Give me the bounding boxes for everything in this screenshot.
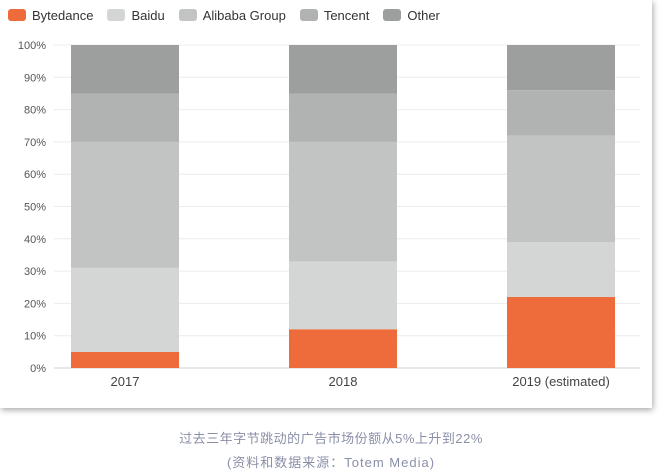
y-tick-label: 60% [24,169,46,181]
bar-segment-bytedance [507,296,615,368]
y-tick-label: 70% [24,137,46,149]
legend-swatch [178,9,197,21]
bar-segment-baidu [289,261,397,330]
bar-segment-other [71,45,179,94]
bar-segment-bytedance [71,351,179,368]
x-tick-label: 2019 (estimated) [512,374,610,389]
chart-legend: Bytedance Baidu Alibaba Group Tencent Other [8,6,440,24]
bar-segment-bytedance [289,329,397,368]
y-tick-label: 80% [24,105,46,117]
bar-segment-alibaba-group [507,135,615,243]
legend-label: Other [407,7,440,23]
bar-segment-other [507,45,615,91]
legend-swatch [383,9,402,21]
y-tick-label: 10% [24,331,46,343]
legend-swatch [299,9,318,21]
y-tick-label: 90% [24,72,46,84]
bar-segment-tencent [507,90,615,136]
legend-item: Bytedance [8,8,93,23]
legend-item: Alibaba Group [178,7,286,23]
legend-item: Other [383,8,440,23]
caption-title: 过去三年字节跳动的广告市场份额从5%上升到22% [179,431,483,446]
y-tick-label: 100% [18,40,46,52]
stacked-bar-chart: 0% 10% 20% 30% 40% 50% 60% 70% 80% 90% 100% 2017 201… [18,40,640,389]
legend-item: Tencent [299,7,370,23]
bar-segment-tencent [71,93,179,142]
legend-label: Bytedance [32,7,94,23]
chart-card: Bytedance Baidu Alibaba Group Tencent Other … [8,6,640,389]
legend-item: Baidu [107,7,165,23]
x-tick-label: 2018 [329,374,358,389]
bar-segment-baidu [71,267,179,352]
legend-label: Alibaba Group [202,7,286,23]
bar-segment-other [289,45,397,94]
y-tick-label: 50% [24,202,46,214]
y-tick-label: 0% [30,363,46,375]
bar-segment-alibaba-group [289,141,397,262]
legend-label: Tencent [323,7,370,23]
legend-swatch [8,9,26,21]
bar-segment-tencent [289,93,397,142]
y-tick-label: 40% [24,234,46,246]
legend-swatch [107,9,126,21]
y-tick-label: 30% [24,266,46,278]
bar-segment-baidu [507,242,615,297]
bar-segment-alibaba-group [71,141,179,268]
caption-source: (资料和数据来源：Totem Media) [226,455,436,470]
y-tick-label: 20% [24,298,46,310]
x-tick-label: 2017 [111,374,140,389]
legend-label: Baidu [131,7,165,23]
